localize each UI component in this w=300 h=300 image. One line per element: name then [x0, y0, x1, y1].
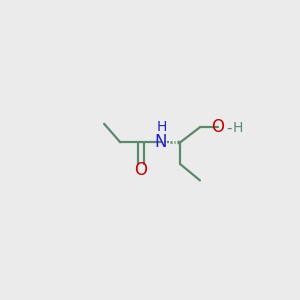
Text: O: O: [134, 161, 148, 179]
Text: O: O: [212, 118, 224, 136]
Text: H: H: [233, 122, 243, 135]
Text: -: -: [226, 121, 232, 136]
Text: N: N: [154, 133, 167, 151]
Text: H: H: [157, 120, 167, 134]
